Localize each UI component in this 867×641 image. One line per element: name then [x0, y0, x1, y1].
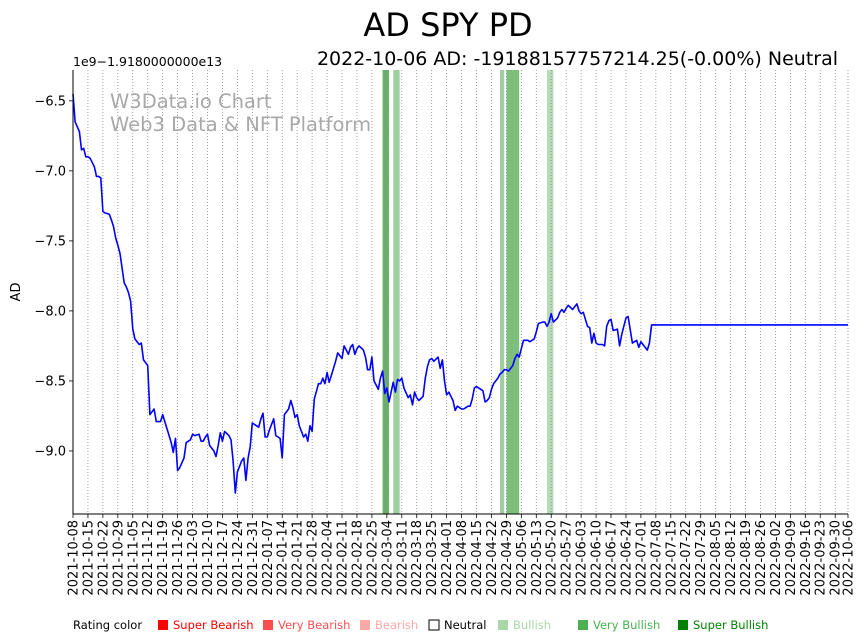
x-tick-label-2022-04-22: 2022-04-22 — [485, 520, 500, 596]
x-tick-label-2022-09-09: 2022-09-09 — [784, 520, 799, 596]
legend-label-super-bullish: Super Bullish — [693, 618, 768, 632]
x-tick-label-2022-02-18: 2022-02-18 — [350, 520, 365, 596]
legend-swatch-bearish — [360, 620, 370, 630]
x-ticks: 2021-10-08 2021-10-15 2021-10-22 2021-10-29… — [67, 514, 857, 596]
x-tick-label-2022-04-08: 2022-04-08 — [455, 520, 470, 596]
x-tick-label-2022-08-19: 2022-08-19 — [739, 520, 754, 596]
x-tick-label-2022-05-06: 2022-05-06 — [515, 520, 530, 596]
x-tick-label-2022-05-20: 2022-05-20 — [545, 520, 560, 596]
x-tick-label-2022-04-15: 2022-04-15 — [470, 520, 485, 596]
legend-label-bearish: Bearish — [375, 618, 418, 632]
x-tick-label-2022-02-04: 2022-02-04 — [321, 520, 336, 596]
x-tick-label-2021-11-05: 2021-11-05 — [126, 520, 141, 596]
x-tick-label-2022-02-25: 2022-02-25 — [365, 520, 380, 596]
x-tick-label-2021-10-15: 2021-10-15 — [81, 520, 96, 596]
legend-swatch-neutral — [428, 619, 440, 631]
legend-label-neutral: Neutral — [444, 618, 486, 632]
band-bullish — [499, 70, 505, 514]
x-tick-label-2022-04-01: 2022-04-01 — [440, 520, 455, 596]
x-tick-label-2022-07-15: 2022-07-15 — [664, 520, 679, 596]
x-tick-label-2021-10-08: 2021-10-08 — [67, 520, 82, 596]
x-tick-label-2021-10-29: 2021-10-29 — [111, 520, 126, 596]
legend-swatch-very-bearish — [263, 620, 273, 630]
series-line-ad — [72, 93, 848, 494]
x-tick-label-2022-01-28: 2022-01-28 — [306, 520, 321, 596]
axes — [72, 70, 848, 515]
x-tick-label-2021-12-10: 2021-12-10 — [201, 520, 216, 596]
y-tick-label: −8.5 — [34, 374, 66, 389]
x-gridlines — [72, 70, 849, 514]
x-tick-label-2021-10-22: 2021-10-22 — [96, 520, 111, 596]
x-tick-label-2022-08-26: 2022-08-26 — [754, 520, 769, 596]
series-layer — [72, 93, 848, 494]
x-tick-label-2022-03-04: 2022-03-04 — [380, 520, 395, 596]
y-tick-label: −6.5 — [34, 94, 66, 109]
x-tick-label-2022-09-16: 2022-09-16 — [799, 520, 814, 596]
legend-swatch-bullish — [498, 620, 508, 630]
x-tick-label-2022-03-11: 2022-03-11 — [395, 520, 410, 596]
x-tick-label-2021-11-26: 2021-11-26 — [171, 520, 186, 596]
x-tick-label-2022-08-12: 2022-08-12 — [724, 520, 739, 596]
y-tick-label: −7.5 — [34, 234, 66, 249]
x-tick-label-2022-06-10: 2022-06-10 — [590, 520, 605, 596]
watermark-line-2: Web3 Data & NFT Platform — [110, 113, 371, 136]
x-tick-label-2022-01-07: 2022-01-07 — [261, 520, 276, 596]
x-tick-label-2022-05-13: 2022-05-13 — [530, 520, 545, 596]
x-tick-label-2021-12-24: 2021-12-24 — [231, 520, 246, 596]
x-tick-label-2022-09-23: 2022-09-23 — [814, 520, 829, 596]
rating-legend: Rating color Super Bearish Very Bearish Be… — [73, 618, 768, 632]
legend-swatch-very-bullish — [578, 620, 588, 630]
x-tick-label-2022-05-27: 2022-05-27 — [560, 520, 575, 596]
x-tick-label-2022-09-02: 2022-09-02 — [769, 520, 784, 596]
x-tick-label-2022-01-14: 2022-01-14 — [276, 520, 291, 596]
band-very-bullish — [382, 70, 389, 514]
legend-label-very-bearish: Very Bearish — [278, 618, 350, 632]
x-tick-label-2022-07-29: 2022-07-29 — [694, 520, 709, 596]
x-tick-label-2021-12-17: 2021-12-17 — [216, 520, 231, 596]
x-tick-label-2022-06-24: 2022-06-24 — [619, 520, 634, 596]
x-tick-label-2021-11-12: 2021-11-12 — [141, 520, 156, 596]
x-tick-label-2021-11-19: 2021-11-19 — [156, 520, 171, 596]
x-tick-label-2022-06-03: 2022-06-03 — [575, 520, 590, 596]
x-tick-label-2022-01-21: 2022-01-21 — [291, 520, 306, 596]
chart-subtitle: 2022-10-06 AD: -19188157757214.25(-0.00%… — [317, 48, 838, 70]
y-ticks: −6.5 −7.0 −7.5 −8.0 −8.5 −9.0 — [34, 94, 73, 459]
legend-swatch-super-bearish — [158, 620, 168, 630]
chart-title: AD SPY PD — [363, 6, 532, 44]
legend-swatch-super-bullish — [678, 620, 688, 630]
x-tick-label-2022-06-17: 2022-06-17 — [605, 520, 620, 596]
legend-label-super-bearish: Super Bearish — [173, 618, 254, 632]
legend-label-bullish: Bullish — [513, 618, 551, 632]
y-tick-label: −9.0 — [34, 444, 66, 459]
x-tick-label-2022-10-06: 2022-10-06 — [842, 520, 857, 596]
x-tick-label-2022-02-11: 2022-02-11 — [336, 520, 351, 596]
legend-label-very-bullish: Very Bullish — [593, 618, 660, 632]
x-tick-label-2021-12-03: 2021-12-03 — [186, 520, 201, 596]
legend-title: Rating color — [73, 618, 142, 632]
y-tick-label: −8.0 — [34, 304, 66, 319]
x-tick-label-2022-07-01: 2022-07-01 — [634, 520, 649, 596]
x-tick-label-2022-07-22: 2022-07-22 — [679, 520, 694, 596]
band-very-bullish — [506, 70, 520, 514]
x-tick-label-2022-03-18: 2022-03-18 — [410, 520, 425, 596]
y-offset-label: 1e9−1.9180000000e13 — [73, 54, 222, 69]
x-tick-label-2022-09-30: 2022-09-30 — [829, 520, 844, 596]
x-tick-label-2021-12-31: 2021-12-31 — [246, 520, 261, 596]
x-tick-label-2022-07-08: 2022-07-08 — [649, 520, 664, 596]
x-tick-label-2022-03-25: 2022-03-25 — [425, 520, 440, 596]
rating-bands — [382, 70, 554, 514]
y-tick-label: −7.0 — [34, 164, 66, 179]
x-tick-label-2022-08-05: 2022-08-05 — [709, 520, 724, 596]
watermark-line-1: W3Data.io Chart — [110, 90, 272, 113]
band-bullish — [546, 70, 554, 514]
band-bullish — [393, 70, 400, 514]
y-axis-label: AD — [9, 283, 24, 302]
x-tick-label-2022-04-29: 2022-04-29 — [500, 520, 515, 596]
